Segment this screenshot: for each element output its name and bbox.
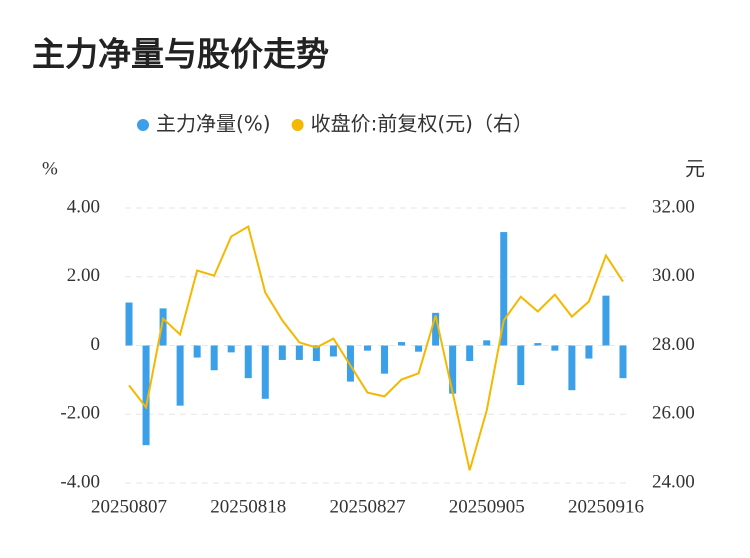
- y2-tick-label: 30.00: [652, 265, 695, 286]
- bar: [125, 302, 133, 346]
- x-tick-label: 20250905: [449, 496, 525, 517]
- y2-tick-label: 26.00: [652, 403, 695, 424]
- y-tick-label: 0: [91, 334, 101, 355]
- bar: [568, 345, 576, 391]
- y-tick-label: 2.00: [67, 265, 100, 286]
- bar: [295, 345, 303, 360]
- y-tick-label: -4.00: [60, 471, 100, 492]
- bar: [261, 345, 269, 399]
- chart-title: 主力净量与股价走势: [32, 35, 329, 74]
- x-tick-label: 20250916: [568, 496, 644, 517]
- bar: [466, 345, 474, 361]
- bar: [534, 343, 542, 346]
- y-tick-label: 4.00: [67, 196, 100, 217]
- bar: [432, 312, 440, 346]
- x-tick-label: 20250818: [210, 496, 286, 517]
- bar: [142, 345, 150, 446]
- line: [128, 225, 624, 471]
- bar: [500, 232, 508, 346]
- bar: [619, 345, 627, 379]
- y2-tick-label: 28.00: [652, 334, 695, 355]
- bar: [346, 345, 354, 382]
- bar: [278, 345, 286, 360]
- bar: [227, 345, 235, 353]
- bar: [329, 345, 337, 357]
- legend-label: 主力净量(%): [156, 112, 271, 136]
- y2-unit: 元: [685, 157, 705, 181]
- y-unit: %: [42, 158, 58, 179]
- y2-tick-label: 32.00: [652, 196, 695, 217]
- bar: [415, 345, 423, 352]
- y-tick-label: -2.00: [60, 403, 100, 424]
- bar: [551, 345, 559, 351]
- y2-tick-label: 24.00: [652, 471, 695, 492]
- bar: [517, 345, 525, 386]
- bar: [483, 340, 491, 346]
- bar: [210, 345, 218, 371]
- legend-marker: [291, 119, 304, 131]
- legend-label: 收盘价:前复权(元)（右）: [311, 112, 533, 136]
- bar: [159, 308, 167, 346]
- legend-marker: [137, 119, 149, 131]
- bar: [585, 345, 593, 359]
- x-tick-label: 20250827: [329, 496, 405, 517]
- bar: [602, 295, 610, 346]
- bar: [449, 345, 457, 394]
- bar: [363, 345, 371, 351]
- bar: [312, 345, 320, 361]
- bar: [193, 345, 201, 358]
- bar: [244, 345, 252, 379]
- bar: [398, 342, 406, 346]
- bar: [176, 345, 184, 406]
- bar: [381, 345, 389, 374]
- x-tick-label: 20250807: [91, 496, 167, 517]
